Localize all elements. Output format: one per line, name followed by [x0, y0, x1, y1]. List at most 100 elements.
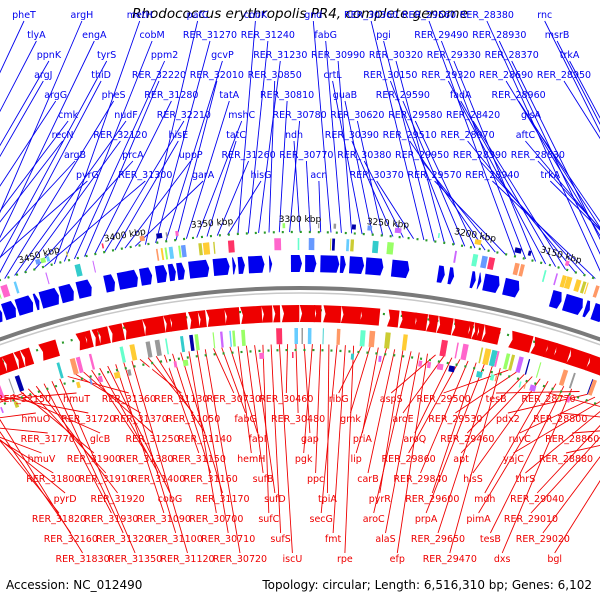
reverse-gene-label: hemH — [237, 454, 265, 465]
reverse-gene-label: fabI — [249, 434, 267, 445]
forward-gene-label: RER_30320 — [369, 50, 423, 61]
reverse-gene-label: RER_29010 — [504, 514, 558, 525]
reverse-connector — [373, 351, 412, 514]
reverse-gene-arrow — [530, 336, 550, 358]
reverse-gene-arrow — [359, 307, 381, 326]
feature-mark-outer — [101, 243, 105, 249]
feature-block-outer — [13, 281, 20, 294]
reverse-gene-label: carB — [357, 474, 378, 485]
reverse-gene-arrow — [426, 314, 439, 333]
forward-connector — [34, 160, 134, 270]
reverse-gene-label: RER_31380 — [119, 454, 173, 465]
reverse-gene-arrow — [584, 354, 600, 376]
reverse-gene-label: RER_29860 — [382, 454, 436, 465]
reverse-connector — [414, 357, 453, 434]
reverse-gene-label: rpe — [337, 554, 353, 565]
reverse-connector — [285, 344, 289, 394]
feature-block-inner — [439, 339, 448, 357]
feature-block-outer — [563, 276, 573, 290]
reverse-gene-label: RER_30710 — [201, 534, 255, 545]
feature-block-inner — [14, 375, 25, 392]
forward-gene-label: uppP — [179, 150, 203, 161]
forward-gene-label: RER_28690 — [479, 70, 533, 81]
forward-gene-label: RER_30360 — [344, 10, 398, 21]
forward-gene-label: RER_28930 — [472, 30, 526, 41]
forward-gene-label: RER_31280 — [144, 90, 198, 101]
reverse-gene-label: RER_29600 — [405, 494, 459, 505]
reverse-gene-label: RER_31140 — [178, 434, 232, 445]
reverse-gene-label: ppc — [307, 474, 324, 485]
reverse-connector — [425, 364, 485, 514]
forward-connector — [363, 160, 404, 238]
forward-gene-arrow — [38, 287, 59, 309]
feature-tracks — [0, 223, 600, 414]
forward-gene-label: tatA — [219, 90, 239, 101]
reverse-gene-label: hmuT — [63, 394, 90, 405]
feature-block-inner — [401, 334, 408, 351]
feature-block-outer — [573, 279, 582, 292]
forward-gene-label: tyrS — [97, 50, 116, 61]
feature-block-inner — [322, 328, 324, 345]
reverse-gene-label: aroC — [363, 514, 385, 525]
forward-gene-label: tatC — [226, 130, 246, 141]
forward-connector — [0, 20, 83, 214]
reverse-gene-arrow — [108, 323, 125, 343]
reverse-gene-label: RER_29040 — [510, 494, 564, 505]
forward-connector — [498, 40, 600, 255]
feature-block-inner — [220, 331, 224, 348]
feature-block-outer — [480, 255, 488, 269]
reverse-gene-label: RER_32160 — [44, 534, 98, 545]
feature-mark-inner — [378, 355, 382, 362]
feature-block-inner — [478, 347, 484, 364]
reverse-gene-label: hmuO — [21, 414, 50, 425]
forward-connector — [63, 40, 153, 262]
reverse-gene-arrow — [542, 340, 558, 360]
reverse-connector — [213, 348, 235, 394]
reverse-connector — [107, 365, 171, 494]
forward-gene-label: RER_31300 — [118, 170, 172, 181]
forward-gene-label: RER_28970 — [441, 130, 495, 141]
reverse-gene-arrow — [323, 305, 342, 323]
forward-gene-label: RER_31240 — [241, 30, 295, 41]
reverse-connector — [530, 436, 600, 514]
reverse-gene-label: secG — [310, 514, 333, 525]
forward-gene-label: metH — [127, 10, 153, 21]
reverse-connector — [35, 385, 118, 494]
reverse-gene-label: dxs — [494, 554, 511, 565]
reverse-gene-label: fabG — [234, 414, 257, 425]
reverse-gene-label: RER_29460 — [440, 434, 494, 445]
reverse-gene-arrow — [451, 318, 471, 339]
forward-connector — [505, 80, 600, 237]
reverse-connector — [188, 351, 217, 514]
reverse-gene-label: ribG — [329, 394, 349, 405]
feature-mark-inner — [173, 361, 178, 368]
forward-gene-label: garA — [192, 170, 215, 181]
forward-connector — [114, 140, 179, 251]
forward-gene-arrow — [0, 309, 3, 323]
reverse-connector — [43, 383, 112, 514]
feature-mark-inner — [523, 382, 527, 389]
forward-gene-arrow — [32, 293, 40, 311]
reverse-connector — [180, 352, 223, 494]
feature-block-inner — [145, 341, 153, 358]
feature-block-outer — [180, 244, 187, 258]
forward-connector — [0, 40, 95, 239]
feature-mark-outer — [282, 223, 286, 229]
feature-block-outer — [512, 262, 520, 276]
feature-mark-inner — [292, 352, 294, 358]
reverse-gene-label: bgl — [547, 554, 562, 565]
feature-mark-outer — [514, 247, 522, 254]
forward-gene-label: RER_30780 — [273, 110, 327, 121]
feature-block-inner — [538, 362, 545, 379]
reverse-connector — [0, 392, 77, 401]
reverse-gene-label: aroE — [392, 414, 413, 425]
forward-connector — [395, 60, 445, 244]
feature-block-inner — [558, 369, 569, 386]
feature-mark-inner — [557, 393, 561, 400]
feature-mark-inner — [448, 365, 455, 373]
reverse-gene-label: pyrD — [54, 494, 77, 505]
reverse-gene-label: hisS — [463, 474, 483, 485]
forward-connector — [0, 60, 50, 147]
feature-block-inner — [276, 328, 283, 345]
forward-gene-label: pyrG — [76, 170, 99, 181]
